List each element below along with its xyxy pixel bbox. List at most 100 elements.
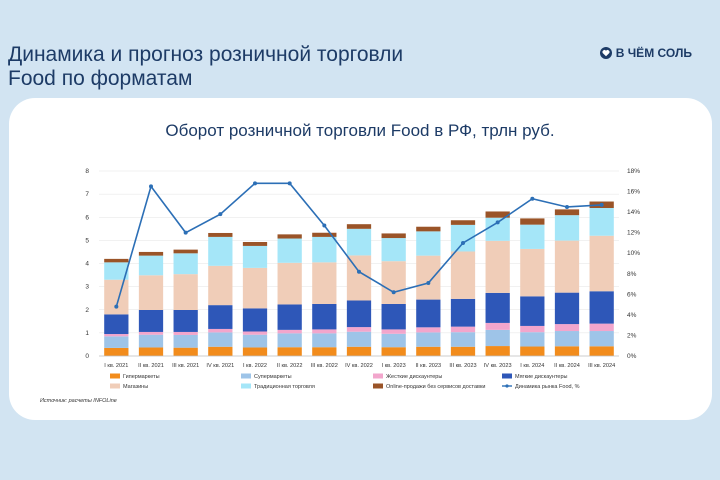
bar-segment	[485, 322, 510, 330]
growth-point	[218, 212, 223, 217]
bar-segment	[173, 347, 198, 356]
chart-title: Оборот розничной торговли Food в РФ, трл…	[165, 121, 554, 140]
bar-segment	[589, 235, 614, 292]
bar-segment	[312, 262, 337, 304]
bar-segment	[277, 347, 302, 356]
bar-segment	[208, 305, 233, 329]
bar-segment	[485, 217, 510, 241]
x-tick-label: IV кв. 2022	[345, 363, 373, 369]
bar-segment	[589, 346, 614, 356]
bar-segment	[104, 314, 129, 335]
bar-segment	[416, 332, 441, 347]
y-tick-label: 0	[85, 353, 89, 360]
bar-segment	[381, 329, 406, 334]
x-tick-label: II кв. 2023	[416, 363, 442, 369]
bar-segment	[554, 331, 580, 347]
y2-tick-label: 16%	[627, 189, 640, 196]
bar-segment	[554, 215, 580, 241]
legend-label: Супермаркеты	[254, 374, 292, 380]
bar-segment	[381, 233, 406, 239]
legend-swatch	[110, 383, 120, 389]
bar-segment	[277, 262, 302, 305]
bar-segment	[138, 251, 164, 256]
bar-segment	[485, 346, 510, 356]
bar-segment	[589, 291, 614, 324]
bar-segment	[450, 346, 476, 356]
bar-segment	[589, 331, 614, 347]
bar-segment	[173, 334, 198, 348]
bar-segment	[416, 226, 441, 232]
legend-swatch	[110, 373, 120, 379]
bar-segment	[381, 261, 406, 304]
y2-tick-label: 2%	[627, 332, 637, 339]
legend-label: Online-продажи без сервисов доставки	[386, 384, 485, 390]
bar-segment	[346, 346, 372, 356]
bar-segment	[416, 327, 441, 333]
bar-segment	[381, 238, 406, 262]
x-tick-label: I кв. 2024	[520, 363, 544, 369]
bar-segment	[346, 255, 372, 301]
bar-segment	[416, 231, 441, 256]
bar-segment	[208, 232, 233, 237]
x-tick-label: III кв. 2022	[311, 363, 338, 369]
bar-segment	[381, 303, 406, 330]
bar-segment	[138, 347, 164, 356]
bar-segment	[277, 329, 302, 334]
bar-segment	[208, 328, 233, 333]
y2-tick-label: 12%	[627, 230, 640, 237]
y-tick-label: 3	[85, 284, 89, 291]
bar-segment	[554, 324, 580, 332]
bar-segment	[450, 332, 476, 347]
bar-segment	[277, 238, 302, 263]
bar-segment	[346, 327, 372, 332]
bar-segment	[312, 232, 337, 237]
legend-swatch	[241, 373, 251, 379]
growth-point	[461, 240, 465, 245]
bar-segment	[138, 331, 164, 335]
bar-segment	[554, 346, 580, 356]
y-tick-label: 6	[85, 214, 89, 221]
x-tick-label: III кв. 2024	[588, 363, 615, 369]
bar-segment	[520, 224, 545, 249]
bar-segment	[520, 346, 545, 356]
bar-segment	[381, 347, 406, 356]
y-tick-label: 7	[85, 191, 89, 198]
growth-point	[287, 181, 292, 186]
growth-point	[253, 181, 257, 186]
bar-segment	[450, 220, 476, 225]
bar-segment	[104, 334, 129, 337]
bar-segment	[346, 331, 372, 347]
heart-icon	[599, 47, 612, 59]
bar-segment	[485, 292, 510, 323]
legend-swatch	[502, 373, 512, 379]
legend-swatch	[241, 383, 251, 389]
slide-title-line2: Food по форматам	[8, 67, 193, 90]
bar-segment	[520, 248, 545, 297]
legend-label: Магазины	[123, 384, 148, 390]
bar-segment	[485, 329, 510, 347]
y-tick-label: 8	[85, 168, 89, 175]
bar-segment	[208, 332, 233, 347]
x-tick-label: I кв. 2023	[382, 363, 406, 369]
bar-segment	[485, 240, 510, 293]
chart-area: Оборот розничной торговли Food в РФ, трл…	[40, 121, 640, 404]
bar-segment	[346, 228, 372, 256]
x-tick-label: I кв. 2022	[243, 363, 267, 369]
y-tick-label: 1	[85, 330, 89, 337]
y-tick-label: 4	[85, 261, 89, 268]
bar-segment	[104, 262, 129, 280]
bar-segment	[520, 296, 545, 326]
brand-logo: В ЧЁМ СОЛЬ	[599, 46, 692, 60]
bar-segment	[208, 346, 233, 356]
bar-segment	[589, 323, 614, 332]
bar-segment	[138, 275, 164, 310]
brand-name: В ЧЁМ СОЛЬ	[615, 46, 692, 60]
legend-label: Динамика рынка Food, %	[515, 384, 580, 390]
bar-segment	[450, 298, 476, 327]
x-tick-label: III кв. 2023	[449, 363, 476, 369]
bar-segment	[277, 234, 302, 239]
bar-segment	[104, 279, 129, 315]
bar-segment	[312, 347, 337, 356]
growth-point	[149, 184, 153, 189]
bar-segment	[104, 347, 129, 356]
